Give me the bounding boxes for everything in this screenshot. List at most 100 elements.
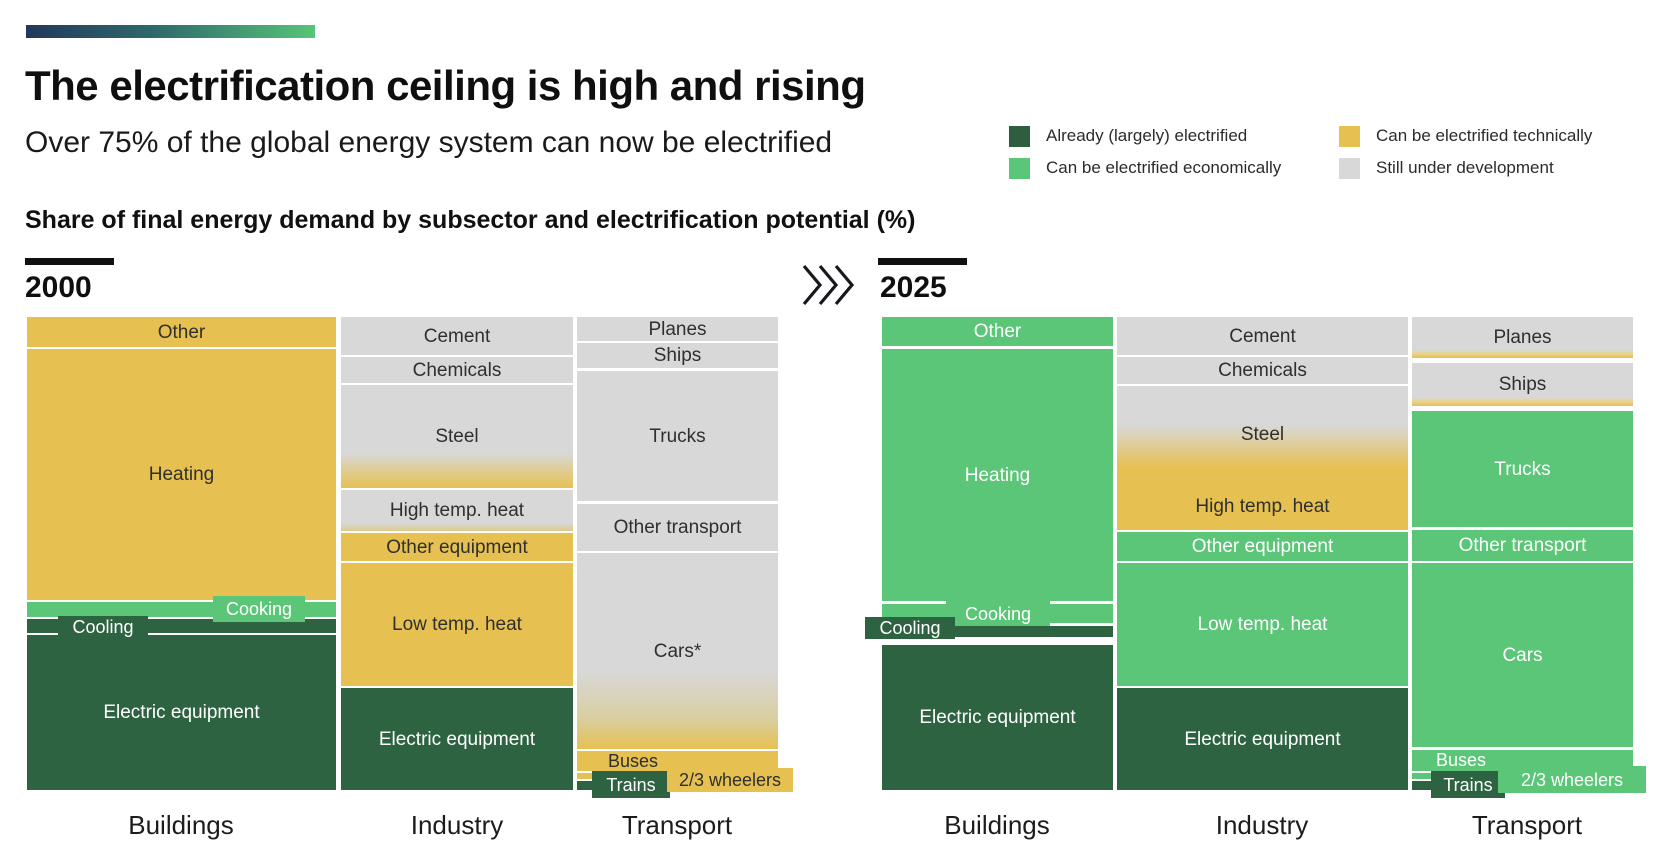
legend-swatch-development: [1339, 157, 1360, 179]
block-label: Electric equipment: [1184, 728, 1341, 750]
block-label: Other equipment: [386, 536, 528, 558]
year-marker-bar-2000: [25, 258, 114, 265]
block-label: Planes: [648, 318, 707, 340]
legend-item-already: Already (largely) electrified: [1009, 125, 1247, 147]
legend-label: Can be electrified technically: [1376, 126, 1593, 145]
sector-label-2025-buildings: Buildings: [944, 810, 1050, 840]
block-label: High temp. heat: [1195, 495, 1330, 517]
block-2000-cement: Cement: [341, 317, 573, 355]
block-2025-other-equipment: Other equipment: [1117, 532, 1408, 561]
block-label: Steel: [435, 426, 479, 447]
block-label: Ships: [653, 345, 702, 366]
block-label: Cement: [1229, 325, 1296, 347]
block-2025-cooling-band: [882, 626, 1113, 637]
overlay-label-text: Cooking: [225, 599, 293, 619]
block-2025-chemicals: Chemicals: [1117, 357, 1408, 384]
block-2000-electric-equipment: Electric equipment: [27, 635, 336, 790]
overlay-label-2025-cooling: Cooling: [865, 617, 955, 639]
block-label: Low temp. heat: [1197, 614, 1328, 635]
block-label: Cars: [1502, 644, 1543, 666]
overlay-label-text: Buses: [1435, 750, 1487, 770]
sector-label-2000-transport: Transport: [621, 810, 733, 840]
legend-swatch-already: [1009, 125, 1030, 147]
year-label-2025: 2025: [880, 271, 947, 304]
overlay-label-2000-buses: Buses: [598, 751, 668, 771]
block-2025-other-transport: Other transport: [1412, 530, 1633, 561]
block-label: Chemicals: [412, 359, 502, 381]
legend-label: Already (largely) electrified: [1046, 126, 1248, 145]
legend-item-technical: Can be electrified technically: [1339, 125, 1592, 147]
sector-label-2025-industry: Industry: [1215, 810, 1309, 840]
block-label: Trucks: [649, 425, 706, 447]
overlay-label-text: Trains: [606, 774, 656, 795]
block-label: Heating: [964, 464, 1031, 486]
block-2025-heating: Heating: [882, 349, 1113, 601]
block-label: Chemicals: [1218, 360, 1307, 381]
block-2000-other-equipment: Other equipment: [341, 533, 573, 561]
block-2000-low-temp-heat: Low temp. heat: [341, 563, 573, 686]
sector-label-2000-buildings: Buildings: [128, 810, 234, 840]
overlay-label-2000-2-3-wheelers: 2/3 wheelers: [667, 768, 793, 792]
block-label: Other transport: [613, 517, 742, 538]
overlay-label-text: 2/3 wheelers: [678, 770, 782, 790]
block-2000-steel: Steel: [341, 385, 573, 488]
year-marker-bar-2025: [878, 258, 967, 265]
block-label: Electric equipment: [378, 728, 536, 750]
axis-title: Share of final energy demand by subsecto…: [25, 206, 916, 234]
overlay-label-2000-trains: Trains: [592, 771, 670, 798]
overlay-label-2000-cooking: Cooking: [213, 596, 305, 622]
block-label: High temp. heat: [389, 500, 525, 521]
overlay-label-text: 2/3 wheelers: [1520, 769, 1624, 790]
block-2000-cars: Cars*: [577, 553, 778, 749]
block-label: Low temp. heat: [392, 614, 522, 635]
block-2000-high-temp-heat: High temp. heat: [341, 490, 573, 531]
overlay-label-text: Cooling: [72, 616, 134, 637]
block-label: Trucks: [1494, 458, 1551, 480]
block-label: Heating: [148, 464, 215, 485]
block-label: Other equipment: [1191, 536, 1334, 557]
block-label: Other: [973, 321, 1022, 342]
block-label: Electric equipment: [103, 702, 260, 723]
block-2000-chemicals: Chemicals: [341, 357, 573, 383]
block-2025-buses-band: [1412, 750, 1633, 771]
block-2025-electric-equipment: Electric equipment: [1117, 688, 1408, 790]
overlay-label-text: Cooking: [964, 603, 1032, 624]
overlay-label-2025-buses: Buses: [1426, 750, 1496, 770]
sector-label-2000-industry: Industry: [410, 810, 504, 840]
block-label: Cars*: [653, 640, 702, 662]
legend-label: Still under development: [1376, 158, 1554, 177]
page-subtitle: Over 75% of the global energy system can…: [25, 126, 833, 159]
block-2000-buses-band: [577, 751, 778, 771]
block-2025-other: Other: [882, 317, 1113, 346]
legend-item-development: Still under development: [1339, 157, 1554, 179]
block-label: Planes: [1493, 327, 1552, 348]
block-label: Electric equipment: [919, 707, 1076, 728]
overlay-label-2025-cooking: Cooking: [946, 601, 1050, 626]
page-title: The electrification ceiling is high and …: [25, 62, 866, 109]
sector-label-2025-transport: Transport: [1471, 810, 1583, 840]
overlay-label-2025-trains: Trains: [1431, 771, 1505, 798]
overlay-label-text: Cooling: [879, 618, 941, 638]
block-2025-trucks: Trucks: [1412, 411, 1633, 527]
block-2025-cement: Cement: [1117, 317, 1408, 355]
block-2000-other-transport: Other transport: [577, 504, 778, 551]
block-label: Other transport: [1458, 535, 1587, 556]
block-2000-other: Other: [27, 317, 336, 347]
block-2025-electric-equipment: Electric equipment: [882, 645, 1113, 790]
overlay-label-text: Buses: [607, 751, 659, 771]
block-label: Steel: [1240, 423, 1285, 445]
block-label: Cement: [423, 325, 491, 347]
block-2000-ships: Ships: [577, 343, 778, 368]
legend-swatch-technical: [1339, 125, 1360, 147]
block-2025-high-temp-heat: High temp. heat: [1117, 482, 1408, 530]
fast-forward-chevrons-icon: [802, 264, 855, 306]
overlay-label-2025-2-3-wheelers: 2/3 wheelers: [1498, 766, 1646, 793]
block-2000-electric-equipment: Electric equipment: [341, 688, 573, 790]
block-2025-steel: Steel: [1117, 386, 1408, 482]
year-label-2000: 2000: [25, 271, 92, 304]
block-2000-planes: Planes: [577, 317, 778, 341]
block-2025-ships: Ships: [1412, 363, 1633, 406]
legend-swatch-economic: [1009, 157, 1030, 179]
block-label: Other: [157, 321, 206, 343]
block-2025-cars: Cars: [1412, 563, 1633, 747]
